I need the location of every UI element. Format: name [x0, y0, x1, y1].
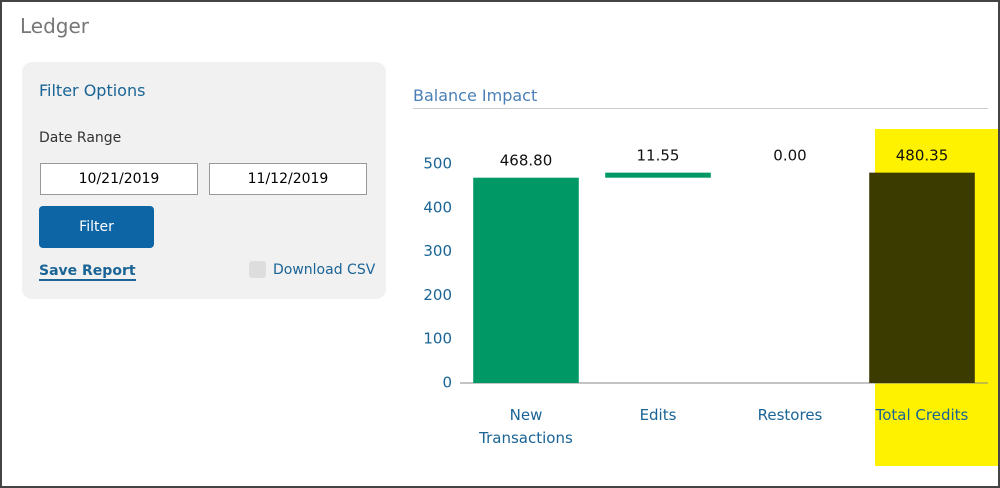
y-tick-label: 500 [423, 155, 452, 173]
value-label: 11.55 [637, 147, 680, 165]
start-date-input[interactable]: 10/21/2019 [40, 163, 198, 195]
y-tick-label: 100 [423, 330, 452, 348]
x-tick-label: Edits [639, 406, 677, 424]
bar [605, 172, 711, 178]
page-title: Ledger [20, 14, 90, 38]
y-tick-label: 400 [423, 198, 452, 216]
filter-button[interactable]: Filter [39, 206, 154, 248]
bar [473, 177, 579, 383]
download-checkbox[interactable] [249, 261, 266, 278]
end-date-input[interactable]: 11/12/2019 [209, 163, 367, 195]
x-tick-label: Total Credits [875, 406, 969, 424]
y-tick-label: 200 [423, 286, 452, 304]
value-label: 468.80 [500, 152, 553, 170]
value-label: 0.00 [773, 147, 806, 165]
chart-title: Balance Impact [413, 86, 538, 105]
filter-panel: Filter Options Date Range 10/21/2019 11/… [22, 62, 386, 299]
download-label[interactable]: Download CSV [273, 262, 376, 278]
title-rule [413, 108, 988, 109]
value-label: 480.35 [896, 147, 949, 165]
panel-title: Filter Options [39, 81, 146, 100]
save-report-link[interactable]: Save Report [39, 263, 136, 281]
x-tick-label: New Transactions [479, 406, 573, 447]
x-tick-label: Restores [757, 406, 823, 424]
bar [869, 172, 975, 383]
y-tick-label: 300 [423, 242, 452, 260]
y-tick-label: 0 [442, 374, 452, 392]
date-range-label: Date Range [39, 130, 122, 146]
